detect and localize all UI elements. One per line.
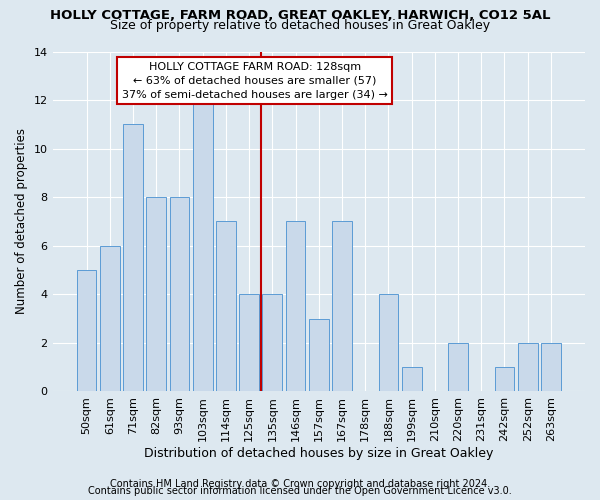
Bar [193, 100, 212, 392]
Bar [262, 294, 282, 392]
Bar [448, 343, 468, 392]
Bar [332, 222, 352, 392]
Bar [379, 294, 398, 392]
Bar [541, 343, 561, 392]
Bar [402, 367, 422, 392]
Text: HOLLY COTTAGE FARM ROAD: 128sqm
← 63% of detached houses are smaller (57)
37% of: HOLLY COTTAGE FARM ROAD: 128sqm ← 63% of… [122, 62, 388, 100]
Bar [494, 367, 514, 392]
Text: Contains public sector information licensed under the Open Government Licence v3: Contains public sector information licen… [88, 486, 512, 496]
Bar [239, 294, 259, 392]
Text: Contains HM Land Registry data © Crown copyright and database right 2024.: Contains HM Land Registry data © Crown c… [110, 479, 490, 489]
Text: Size of property relative to detached houses in Great Oakley: Size of property relative to detached ho… [110, 19, 490, 32]
Bar [123, 124, 143, 392]
Bar [216, 222, 236, 392]
Bar [518, 343, 538, 392]
Bar [309, 318, 329, 392]
Bar [146, 197, 166, 392]
Y-axis label: Number of detached properties: Number of detached properties [15, 128, 28, 314]
Text: HOLLY COTTAGE, FARM ROAD, GREAT OAKLEY, HARWICH, CO12 5AL: HOLLY COTTAGE, FARM ROAD, GREAT OAKLEY, … [50, 9, 550, 22]
X-axis label: Distribution of detached houses by size in Great Oakley: Distribution of detached houses by size … [144, 447, 493, 460]
Bar [170, 197, 190, 392]
Bar [77, 270, 97, 392]
Bar [286, 222, 305, 392]
Bar [100, 246, 119, 392]
